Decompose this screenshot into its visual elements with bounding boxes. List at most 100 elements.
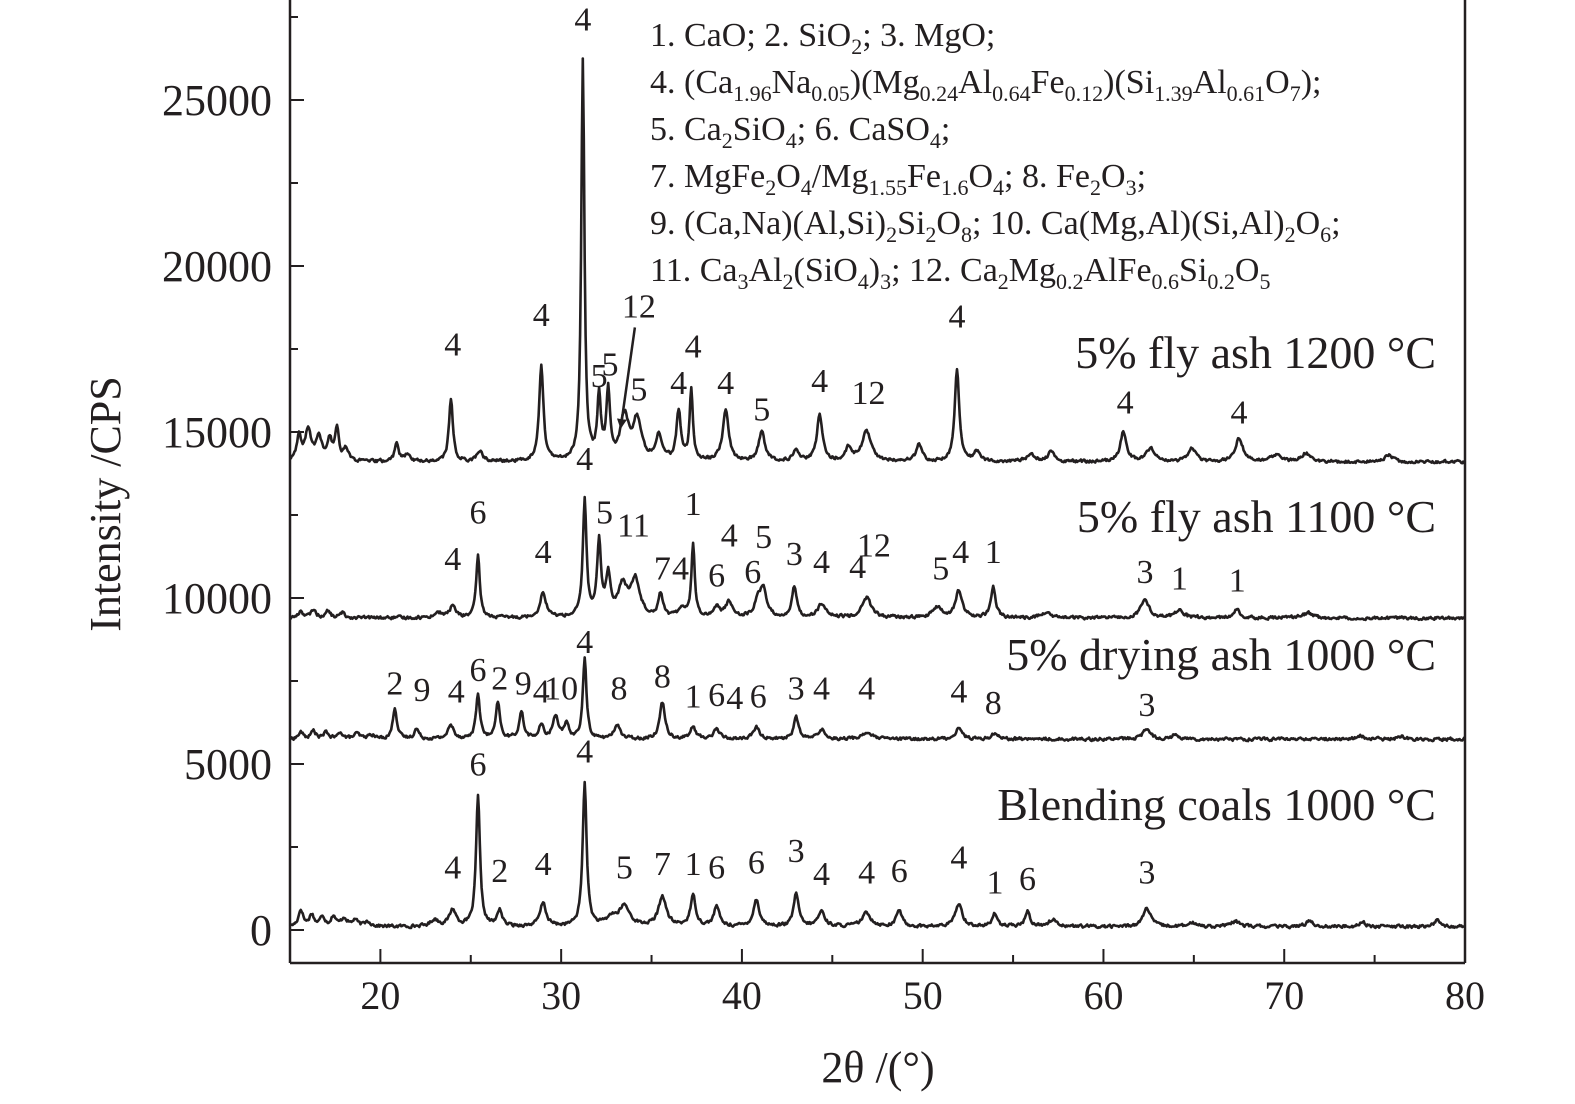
peak-label: 6 bbox=[891, 853, 908, 890]
peak-label: 4 bbox=[721, 518, 738, 555]
peak-label: 11 bbox=[617, 508, 650, 545]
peak-label: 4 bbox=[813, 670, 830, 707]
tick-labels: 20 30 40 50 60 70 80 0 5000 10000 15000 20000 25000 bbox=[162, 76, 1485, 1018]
peak-label: 8 bbox=[654, 659, 671, 696]
peak-label: 1 bbox=[987, 864, 1004, 901]
peak-label: 4 bbox=[726, 680, 743, 717]
y-tick-label: 0 bbox=[250, 906, 272, 955]
peak-label: 9 bbox=[413, 672, 430, 709]
peak-label: 3 bbox=[788, 670, 805, 707]
xrd-trace-2 bbox=[288, 656, 1467, 743]
xrd-trace-4 bbox=[289, 57, 1467, 465]
xrd-traces bbox=[288, 57, 1467, 930]
peak-label: 4 bbox=[950, 840, 967, 877]
peak-label: 5 bbox=[596, 494, 613, 531]
legend-entry-4: 7. MgFe2O4/Mg1.55Fe1.6O4; 8. Fe2O3; bbox=[650, 158, 1146, 200]
peak-label: 4 bbox=[1117, 385, 1134, 422]
peak-label: 4 bbox=[952, 534, 969, 571]
peak-label: 1 bbox=[1229, 562, 1246, 599]
y-tick-label: 10000 bbox=[162, 574, 272, 623]
peak-label: 5 bbox=[753, 391, 770, 428]
series-label-1: Blending coals 1000 °C bbox=[997, 779, 1436, 830]
peak-label: 8 bbox=[611, 670, 628, 707]
peak-label: 4 bbox=[813, 544, 830, 581]
legend-entry-5: 9. (Ca,Na)(Al,Si)2Si2O8; 10. Ca(Mg,Al)(S… bbox=[650, 205, 1341, 247]
peak-label: 1 bbox=[1171, 561, 1188, 598]
peak-label: 4 bbox=[849, 549, 866, 586]
peak-label: 12 bbox=[851, 375, 885, 412]
annotation-arrow bbox=[616, 327, 637, 430]
peak-label: 5 bbox=[591, 358, 608, 395]
peak-label: 4 bbox=[858, 670, 875, 707]
peak-label: 5 bbox=[932, 551, 949, 588]
peak-label: 4 bbox=[576, 733, 593, 770]
peak-label: 9 bbox=[515, 665, 532, 702]
axes bbox=[288, 0, 1467, 965]
peak-label: 1 bbox=[685, 679, 702, 716]
peak-label: 4 bbox=[576, 441, 593, 478]
peak-label: 3 bbox=[1138, 855, 1155, 892]
series-label-4: 5% fly ash 1200 °C bbox=[1075, 327, 1436, 378]
peak-label: 1 bbox=[685, 486, 702, 523]
peak-label: 4 bbox=[448, 674, 465, 711]
peak-label: 5 bbox=[616, 850, 633, 887]
peak-label: 4 bbox=[535, 846, 552, 883]
y-tick-label: 20000 bbox=[162, 242, 272, 291]
y-tick-label: 15000 bbox=[162, 408, 272, 457]
peak-label: 4 bbox=[574, 1, 591, 38]
y-tick-label: 25000 bbox=[162, 76, 272, 125]
peak-label: 4 bbox=[444, 850, 461, 887]
x-tick-label: 30 bbox=[541, 973, 581, 1018]
peak-label: 4 bbox=[1231, 395, 1248, 432]
peak-label: 2 bbox=[491, 853, 508, 890]
peak-label: 6 bbox=[1019, 861, 1036, 898]
peak-label: 6 bbox=[708, 677, 725, 714]
peak-label: 4 bbox=[444, 541, 461, 578]
peak-label: 10 bbox=[544, 670, 578, 707]
peak-label: 3 bbox=[1137, 554, 1154, 591]
x-tick-label: 20 bbox=[360, 973, 400, 1018]
peak-label: 4 bbox=[444, 327, 461, 364]
peak-label: 3 bbox=[1138, 687, 1155, 724]
peak-label: 6 bbox=[708, 850, 725, 887]
annotation-label: 12 bbox=[622, 288, 656, 325]
series-label-2: 5% drying ash 1000 °C bbox=[1006, 629, 1436, 680]
peak-label: 2 bbox=[386, 665, 403, 702]
phase-legend: 1. CaO; 2. SiO2; 3. MgO; 4. (Ca1.96Na0.05… bbox=[650, 17, 1341, 294]
peak-label: 4 bbox=[670, 365, 687, 402]
peak-label: 5 bbox=[630, 371, 647, 408]
series-labels: Blending coals 1000 °C 5% drying ash 1000… bbox=[997, 327, 1436, 830]
xrd-trace-1 bbox=[288, 780, 1466, 930]
peak-label: 4 bbox=[811, 363, 828, 400]
peak-label: 6 bbox=[470, 494, 487, 531]
peak-label: 6 bbox=[748, 845, 765, 882]
x-tick-label: 80 bbox=[1445, 973, 1485, 1018]
peak-label: 4 bbox=[858, 855, 875, 892]
peak-label: 1 bbox=[685, 846, 702, 883]
legend-entry-2: 4. (Ca1.96Na0.05)(Mg0.24Al0.64Fe0.12)(Si… bbox=[650, 64, 1321, 106]
y-axis-title: Intensity /CPS bbox=[81, 376, 130, 632]
peak-label: 6 bbox=[744, 554, 761, 591]
peak-label: 4 bbox=[717, 365, 734, 402]
x-axis-title: 2θ /(°) bbox=[821, 1043, 934, 1092]
peak-label: 4 bbox=[949, 298, 966, 335]
peak-label: 7 bbox=[654, 551, 671, 588]
peak-label: 5 bbox=[755, 519, 772, 556]
peak-label: 4 bbox=[576, 624, 593, 661]
peak-label: 4 bbox=[533, 674, 550, 711]
peak-label: 1 bbox=[985, 534, 1002, 571]
x-tick-label: 60 bbox=[1083, 973, 1123, 1018]
x-tick-label: 50 bbox=[903, 973, 943, 1018]
peak-label: 12 bbox=[857, 528, 891, 565]
peak-label: 4 bbox=[533, 297, 550, 334]
legend-entry-3: 5. Ca2SiO4; 6. CaSO4; bbox=[650, 111, 950, 153]
x-tick-label: 40 bbox=[722, 973, 762, 1018]
peak-label: 3 bbox=[788, 833, 805, 870]
legend-entry-1: 1. CaO; 2. SiO2; 3. MgO; bbox=[650, 17, 995, 59]
y-tick-label: 5000 bbox=[184, 740, 272, 789]
legend-entry-6: 11. Ca3Al2(SiO4)3; 12. Ca2Mg0.2AlFe0.6Si… bbox=[650, 252, 1270, 294]
peak-label: 5 bbox=[601, 347, 618, 384]
peak-label: 6 bbox=[750, 679, 767, 716]
peak-label: 4 bbox=[950, 674, 967, 711]
